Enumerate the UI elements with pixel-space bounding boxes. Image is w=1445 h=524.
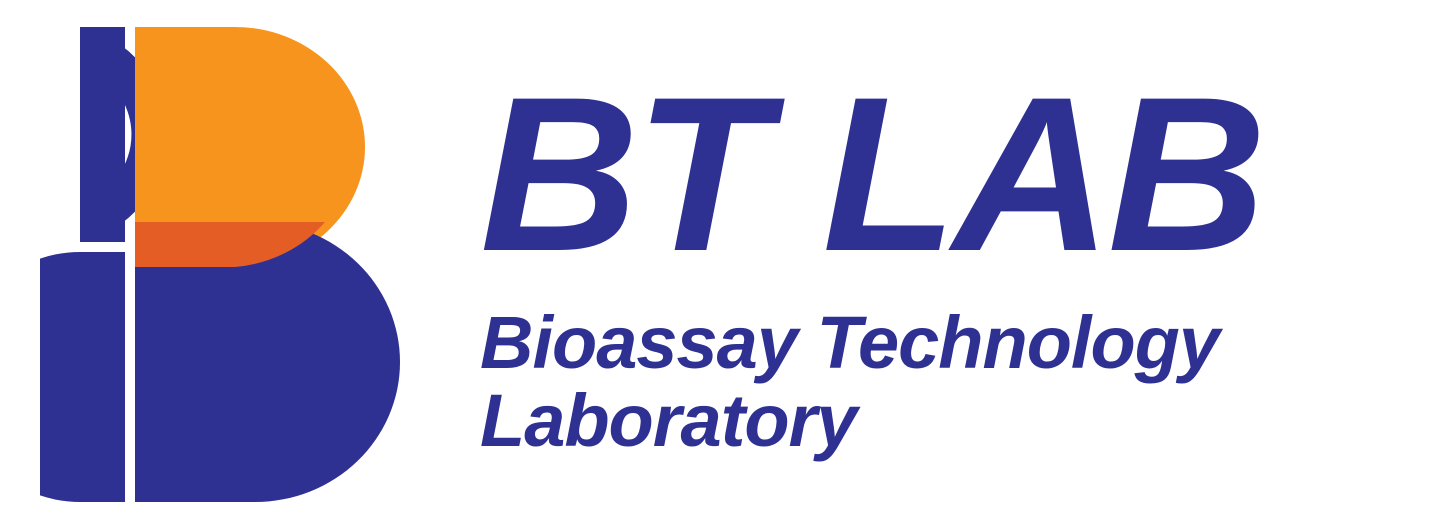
- logo-container: BT LAB Bioassay Technology Laboratory: [0, 17, 1263, 507]
- subtitle-line-2: Laboratory: [480, 379, 857, 462]
- brand-title: BT LAB: [480, 64, 1263, 284]
- brand-subtitle: Bioassay Technology Laboratory: [480, 304, 1263, 459]
- logo-text-block: BT LAB Bioassay Technology Laboratory: [480, 64, 1263, 459]
- subtitle-line-1: Bioassay Technology: [480, 301, 1219, 384]
- logo-mark-icon: [40, 17, 420, 507]
